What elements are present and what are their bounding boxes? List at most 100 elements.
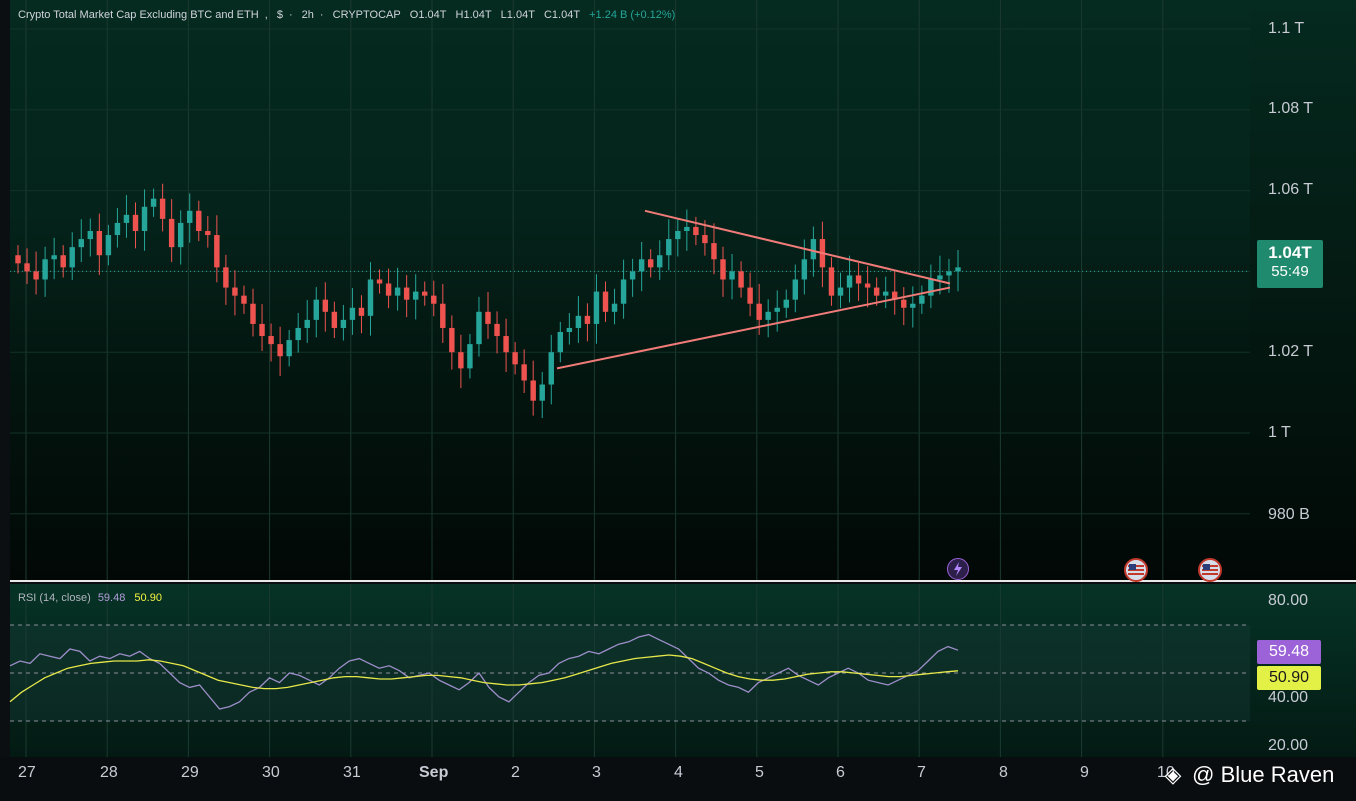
candle-body — [602, 291, 609, 312]
candle-body — [304, 319, 310, 328]
time-tick: 31 — [343, 764, 361, 781]
candle-body — [24, 263, 30, 272]
candle-body — [666, 239, 672, 256]
rsi-value-badge: 59.48 — [1257, 640, 1321, 664]
candle-body — [846, 275, 853, 288]
candle-body — [78, 239, 84, 248]
price-tick: 1.02 T — [1268, 343, 1314, 360]
symbol-title: Crypto Total Market Cap Excluding BTC an… — [18, 9, 259, 21]
candle-body — [51, 255, 57, 260]
candle-body — [286, 340, 292, 357]
candle-body — [42, 259, 48, 280]
price-tick: 980 B — [1268, 506, 1310, 523]
candle-body — [268, 336, 274, 345]
candle-body — [910, 303, 916, 308]
candle-body — [177, 222, 184, 248]
time-tick: 4 — [674, 764, 683, 781]
time-tick: 10 — [1157, 764, 1175, 781]
candle-body — [620, 279, 627, 304]
candle-body — [629, 271, 636, 280]
watermark-text: @ Blue Raven — [1192, 762, 1335, 787]
candle-body — [69, 247, 75, 268]
candle-body — [828, 267, 835, 296]
candle-body — [611, 303, 618, 312]
candle-body — [214, 235, 220, 268]
candle-body — [747, 287, 753, 304]
time-tick: 28 — [100, 764, 118, 781]
time-tick: 6 — [836, 764, 845, 781]
candle-body — [241, 295, 247, 304]
candle-body — [593, 291, 600, 324]
candle-body — [647, 259, 654, 268]
candle-body — [494, 323, 500, 337]
candle-body — [295, 327, 301, 341]
candle-body — [684, 226, 690, 231]
time-tick: 7 — [917, 764, 926, 781]
candle-body — [141, 206, 148, 231]
price-pane[interactable] — [10, 0, 1250, 580]
candle-body — [223, 267, 229, 288]
candle-body — [205, 231, 211, 236]
pane-separator[interactable] — [10, 580, 1356, 582]
candle-body — [150, 198, 157, 207]
candle-body — [557, 332, 564, 353]
candle-body — [340, 319, 347, 328]
candle-body — [250, 303, 256, 324]
price-tick: 1.06 T — [1268, 181, 1314, 198]
candle-body — [259, 323, 265, 337]
last-price: 1.04T — [1268, 243, 1312, 262]
candle-body — [657, 255, 663, 268]
ohlc-high: H1.04T — [455, 9, 492, 21]
symbol-legend[interactable]: Crypto Total Market Cap Excluding BTC an… — [18, 9, 676, 21]
candle-body — [123, 214, 130, 223]
candle-body — [901, 299, 907, 308]
candle-body — [539, 384, 545, 401]
candle-body — [331, 311, 338, 328]
candle-body — [702, 235, 708, 244]
candle-body — [711, 243, 717, 260]
candle-body — [792, 279, 799, 300]
candle-body — [955, 267, 961, 272]
candle-body — [33, 271, 39, 280]
ohlc-open: O1.04T — [409, 9, 447, 21]
us-flag-icon[interactable] — [1198, 558, 1222, 582]
candle-body — [412, 291, 419, 300]
candle-body — [837, 287, 844, 296]
time-axis[interactable] — [0, 757, 1356, 801]
candle-body — [358, 307, 365, 316]
candle-body — [15, 255, 21, 264]
candle-body — [946, 271, 952, 276]
candle-body — [458, 352, 464, 369]
rsi-legend[interactable]: RSI (14, close) 59.48 50.90 — [18, 592, 162, 604]
candle-body — [467, 344, 473, 369]
ohlc-low: L1.04T — [500, 9, 535, 21]
candle-body — [530, 380, 536, 401]
candle-body — [87, 231, 94, 240]
watermark: ◈ @ Blue Raven — [1160, 762, 1335, 788]
rsi-pane[interactable] — [10, 584, 1250, 757]
candle-body — [765, 311, 771, 320]
candle-body — [96, 231, 103, 256]
candle-body — [937, 275, 943, 280]
rsi-tick: 20.00 — [1268, 737, 1309, 754]
candle-body — [376, 279, 383, 284]
candle-body — [566, 327, 573, 332]
us-flag-icon[interactable] — [1124, 558, 1148, 582]
rsi-label: RSI (14, close) — [18, 592, 91, 604]
candle-body — [349, 307, 356, 320]
candle-body — [449, 327, 455, 353]
time-tick: 5 — [755, 764, 764, 781]
triangle-lower-line — [556, 286, 951, 370]
time-tick: 27 — [18, 764, 36, 781]
candle-body — [693, 226, 699, 236]
bar-countdown: 55:49 — [1271, 263, 1309, 280]
price-axis[interactable] — [1250, 0, 1356, 580]
candle-body — [882, 291, 889, 296]
candle-body — [132, 214, 139, 231]
candle-body — [403, 287, 410, 300]
time-tick: 3 — [592, 764, 601, 781]
lightning-icon[interactable] — [947, 558, 969, 580]
time-tick: 2 — [511, 764, 520, 781]
candle-body — [855, 275, 862, 284]
